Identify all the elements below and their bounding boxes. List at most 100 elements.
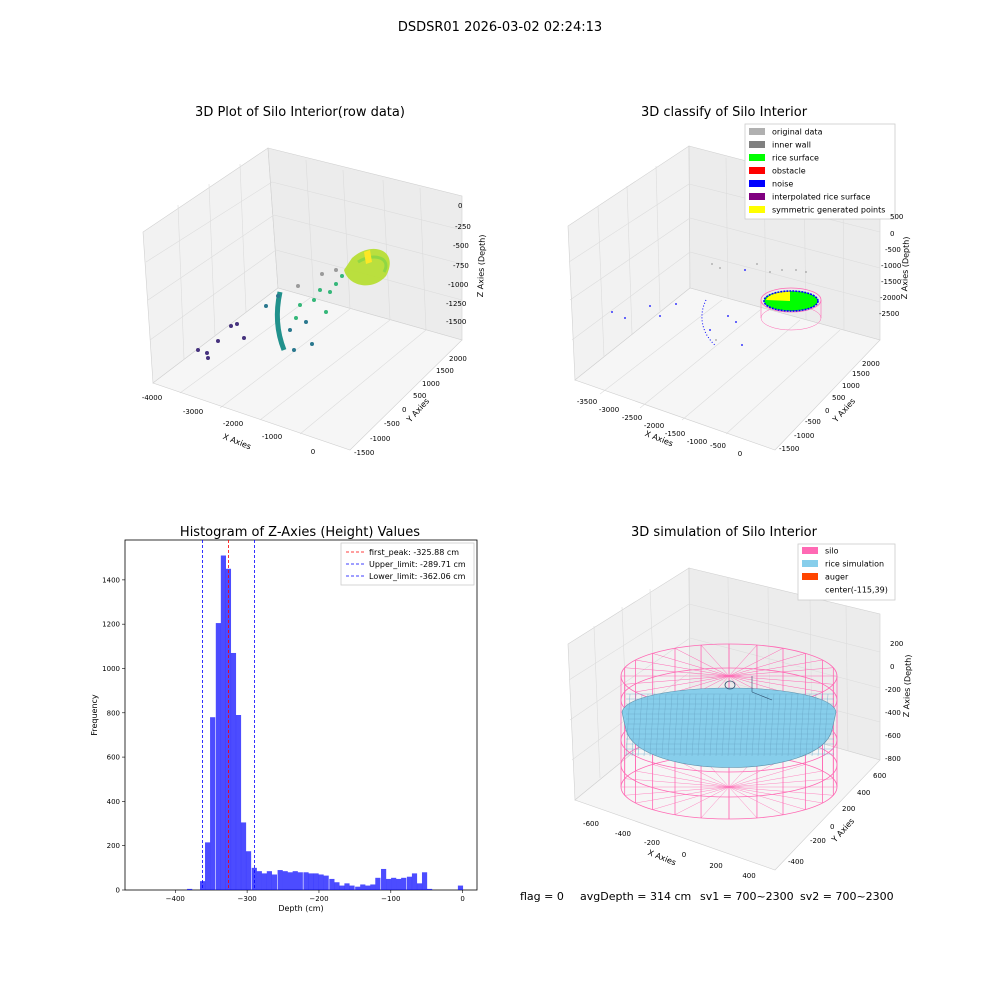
rice-mesh-line: [685, 693, 691, 757]
histogram-bar: [245, 851, 252, 890]
raw-zlabel: Z Axies (Depth): [476, 234, 487, 297]
silo-bottom-spoke: [728, 786, 784, 815]
simulation-xtick: -400: [615, 830, 631, 838]
silo-bottom-spoke: [728, 786, 806, 810]
simulation-legend-swatch: [802, 547, 818, 554]
rice-mesh-line: [811, 693, 817, 757]
raw-ytick: 1000: [422, 380, 440, 388]
rice-mesh-line: [775, 693, 781, 757]
rice-mesh-line: [739, 693, 745, 757]
histogram-bar: [427, 888, 433, 890]
histogram-ylabel: Frequency: [90, 694, 99, 736]
panel-histogram: Histogram of Z-Axies (Height) Values −40…: [90, 525, 478, 913]
histogram-bar: [313, 873, 319, 890]
histogram-plot-area: [124, 539, 478, 891]
raw-surface-top: [364, 250, 372, 264]
simulation-legend-items: silo rice simulation auger center(-115,39): [802, 547, 888, 595]
classify-ytick: -500: [805, 418, 821, 426]
histogram-bar: [303, 872, 309, 890]
rice-mesh-line: [757, 693, 763, 757]
classify-xtick: -1000: [687, 438, 707, 446]
histogram-bar: [277, 870, 283, 890]
simulation-ytick: -200: [810, 837, 826, 845]
classify-legend-label: obstacle: [772, 167, 806, 176]
classify-ytick: 1500: [852, 370, 870, 378]
raw-ytick: -500: [384, 420, 400, 428]
raw-point-cloud: [196, 248, 390, 360]
raw-yticks: -1500 -1000 -500 0 500 1000 1500 2000: [354, 355, 467, 457]
simulation-ytick: 600: [873, 772, 886, 780]
simulation-ztick: -400: [885, 709, 901, 717]
histogram-bar: [220, 555, 227, 890]
histogram-bar: [416, 883, 423, 890]
histogram-ytick-label: 1000: [102, 665, 120, 673]
simulation-rice-surface: [621, 676, 837, 768]
classify-noise-scatter: [611, 269, 746, 346]
raw-floor-pane: [152, 287, 463, 451]
silo-bottom-spoke: [728, 786, 823, 804]
histogram-legend-label: first_peak: -325.88 cm: [369, 548, 459, 557]
histogram-bar: [187, 888, 193, 890]
classify-legend-swatch: [749, 154, 765, 161]
histogram-bar: [215, 623, 221, 890]
rice-mesh-line: [781, 693, 787, 757]
silo-top-spoke: [728, 644, 758, 677]
histogram-bar: [381, 868, 387, 890]
classify-zlabel: Z Axies (Depth): [900, 236, 911, 299]
histogram-ytick-label: 600: [107, 754, 120, 762]
simulation-ztick: -600: [885, 732, 901, 740]
histogram-bar: [323, 875, 329, 890]
histogram-bar: [457, 885, 464, 890]
histogram-xtick-label: −300: [238, 895, 257, 903]
status-sv2: sv2 = 700~2300: [800, 890, 894, 903]
classify-zticks: 500 0 -500 -1000 -1500 -2000 -2500: [879, 213, 903, 318]
status-bar: flag = 0 avgDepth = 314 cm sv1 = 700~230…: [520, 890, 894, 903]
classify-ztick: -1000: [881, 262, 901, 270]
classify-ztick: -1500: [881, 278, 901, 286]
simulation-legend-label: center(-115,39): [825, 586, 888, 595]
histogram-xtick-label: 0: [460, 895, 464, 903]
classify-ytick: -1500: [779, 445, 799, 453]
classify-legend-label: rice surface: [772, 154, 819, 163]
histogram-bar: [365, 885, 371, 890]
status-flag: flag = 0: [520, 890, 564, 903]
raw-xtick: 0: [311, 448, 315, 456]
simulation-zticks: 200 0 -200 -400 -600 -800: [885, 640, 903, 763]
histogram-bar: [318, 874, 324, 890]
histogram-xtick-label: −400: [166, 895, 185, 903]
silo-top-spoke: [728, 659, 823, 677]
silo-top-spoke: [728, 648, 784, 677]
rice-mesh-line: [709, 693, 715, 757]
classify-ytick: 1000: [842, 382, 860, 390]
classify-original-scatter: [711, 263, 807, 341]
histogram-bar: [225, 568, 232, 890]
raw-xtick: -1000: [262, 433, 282, 441]
histogram-bar: [339, 885, 345, 890]
rice-mesh-line: [721, 693, 727, 757]
rice-mesh-line: [745, 693, 751, 757]
classify-legend-swatch: [749, 128, 765, 135]
rice-mesh-line: [703, 693, 709, 757]
raw-surface-band: [357, 255, 388, 273]
histogram-bars: [187, 555, 464, 890]
raw-scatter-grey: [296, 268, 338, 288]
rice-mesh-line: [799, 693, 805, 757]
raw-ytick: -1000: [370, 435, 390, 443]
histogram-bar: [297, 872, 303, 890]
histogram-ytick-label: 1400: [102, 576, 120, 584]
classify-xtick: -2500: [622, 414, 642, 422]
classify-legend-label: interpolated rice surface: [772, 193, 870, 202]
raw-scatter-purple: [196, 322, 246, 360]
simulation-xtick: 0: [682, 851, 686, 859]
silo-top-spoke: [728, 675, 823, 693]
classify-xtick: 0: [738, 450, 742, 458]
histogram-bar: [386, 878, 392, 890]
classify-legend-swatch: [749, 180, 765, 187]
rice-mesh-line: [769, 693, 775, 757]
histogram-bar: [308, 873, 314, 890]
raw-xtick: -2000: [223, 420, 243, 428]
histogram-bar: [396, 878, 402, 890]
simulation-xticks: -600 -400 -200 0 200 400: [583, 820, 756, 880]
histogram-bar: [240, 822, 247, 890]
